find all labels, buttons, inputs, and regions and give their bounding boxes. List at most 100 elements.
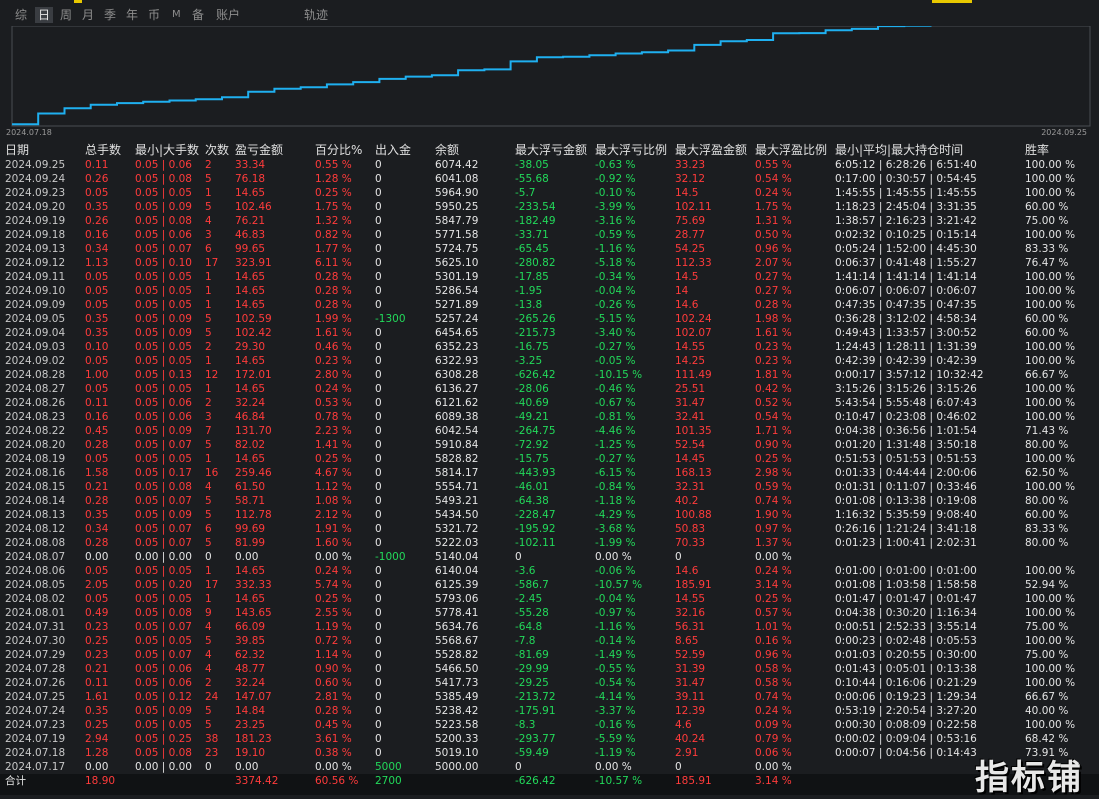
cell-count: 4 <box>205 649 212 661</box>
header-deposit[interactable]: 出入金 <box>375 143 412 157</box>
table-row[interactable]: 2024.09.18 0.16 0.05 | 0.06 3 46.83 0.82 % 0 57… <box>0 228 1099 242</box>
table-row[interactable]: 2024.09.23 0.05 0.05 | 0.05 1 14.65 0.25 % 0 59… <box>0 186 1099 200</box>
cell-max-float-profit: 168.13 <box>675 467 712 479</box>
table-row[interactable]: 2024.08.15 0.21 0.05 | 0.08 4 61.50 1.12 % 0 55… <box>0 480 1099 494</box>
table-row[interactable]: 2024.08.05 2.05 0.05 | 0.20 17 332.33 5.74 % 0… <box>0 578 1099 592</box>
cell-date: 2024.07.17 <box>5 761 66 773</box>
table-row[interactable]: 2024.08.23 0.16 0.05 | 0.06 3 46.84 0.78 % 0 60… <box>0 410 1099 424</box>
cell-percent: 1.99 % <box>315 313 352 325</box>
table-row[interactable]: 2024.08.14 0.28 0.05 | 0.07 5 58.71 1.08 % 0 54… <box>0 494 1099 508</box>
cell-percent: 1.12 % <box>315 481 352 493</box>
cell-total-lots: 2.05 <box>85 579 109 591</box>
table-row[interactable]: 2024.09.20 0.35 0.05 | 0.09 5 102.46 1.75 % 0 5… <box>0 200 1099 214</box>
table-row[interactable]: 2024.09.02 0.05 0.05 | 0.05 1 14.65 0.23 % 0 63… <box>0 354 1099 368</box>
table-row[interactable]: 2024.07.29 0.23 0.05 | 0.07 4 62.32 1.14 % 0 55… <box>0 648 1099 662</box>
cell-count: 5 <box>205 495 212 507</box>
cell-balance: 5321.72 <box>435 523 479 535</box>
table-row[interactable]: 2024.08.12 0.34 0.05 | 0.07 6 99.69 1.91 % 0 53… <box>0 522 1099 536</box>
tab-week[interactable]: 周 <box>60 8 73 22</box>
table-row[interactable]: 2024.09.11 0.05 0.05 | 0.05 1 14.65 0.28 % 0 53… <box>0 270 1099 284</box>
table-row[interactable]: 2024.08.01 0.49 0.05 | 0.08 9 143.65 2.55 % 0 5… <box>0 606 1099 620</box>
header-max-float-profit-pct[interactable]: 最大浮盈比例 <box>755 143 828 157</box>
cell-max-float-loss: -233.54 <box>515 201 556 213</box>
table-row[interactable]: 2024.09.13 0.34 0.05 | 0.07 6 99.65 1.77 % 0 57… <box>0 242 1099 256</box>
tab-trajectory[interactable]: 轨迹 <box>304 8 329 22</box>
cell-balance: 6041.08 <box>435 173 479 185</box>
table-row[interactable]: 2024.08.08 0.28 0.05 | 0.07 5 81.99 1.60 % 0 52… <box>0 536 1099 550</box>
tab-day[interactable]: 日 <box>35 7 54 23</box>
header-max-float-loss[interactable]: 最大浮亏金额 <box>515 143 588 157</box>
table-row[interactable]: 2024.09.04 0.35 0.05 | 0.09 5 102.42 1.61 % 0 6… <box>0 326 1099 340</box>
table-row[interactable]: 2024.09.09 0.05 0.05 | 0.05 1 14.65 0.28 % 0 52… <box>0 298 1099 312</box>
cell-win-rate: 71.43 % <box>1025 425 1069 437</box>
table-row[interactable]: 2024.09.05 0.35 0.05 | 0.09 5 102.59 1.99 % -1… <box>0 312 1099 326</box>
cell-percent: 0.60 % <box>315 677 352 689</box>
header-min-max-lots[interactable]: 最小|大手数 <box>135 143 200 157</box>
tab-quarter[interactable]: 季 <box>104 8 117 22</box>
table-row[interactable]: 2024.07.23 0.25 0.05 | 0.05 5 23.25 0.45 % 0 52… <box>0 718 1099 732</box>
tab-note[interactable]: 备 <box>192 8 205 22</box>
table-row[interactable]: 2024.07.18 1.28 0.05 | 0.08 23 19.10 0.38 % 0 5… <box>0 746 1099 760</box>
table-row[interactable]: 2024.08.13 0.35 0.05 | 0.09 5 112.78 2.12 % 0 5… <box>0 508 1099 522</box>
table-row[interactable]: 2024.07.19 2.94 0.05 | 0.25 38 181.23 3.61 % 0… <box>0 732 1099 746</box>
table-row[interactable]: 2024.08.28 1.00 0.05 | 0.13 12 172.01 2.80 % 0… <box>0 368 1099 382</box>
cell-total-lots: 0.21 <box>85 663 109 675</box>
cell-percent: 1.41 % <box>315 439 352 451</box>
table-row[interactable]: 2024.09.12 1.13 0.05 | 0.10 17 323.91 6.11 % 0… <box>0 256 1099 270</box>
cell-count: 1 <box>205 355 212 367</box>
header-percent[interactable]: 百分比% <box>315 143 363 157</box>
table-row[interactable]: 2024.08.27 0.05 0.05 | 0.05 1 14.65 0.24 % 0 61… <box>0 382 1099 396</box>
cell-date: 2024.08.08 <box>5 537 66 549</box>
cell-deposit: 0 <box>375 285 382 297</box>
cell-max-float-profit-pct: 1.61 % <box>755 327 792 339</box>
table-row[interactable]: 2024.07.24 0.35 0.05 | 0.09 5 14.84 0.28 % 0 52… <box>0 704 1099 718</box>
cell-win-rate: 100.00 % <box>1025 663 1076 675</box>
header-total-lots[interactable]: 总手数 <box>85 143 122 157</box>
table-row[interactable]: 2024.07.31 0.23 0.05 | 0.07 4 66.09 1.19 % 0 56… <box>0 620 1099 634</box>
table-row[interactable]: 2024.08.02 0.05 0.05 | 0.05 1 14.65 0.25 % 0 57… <box>0 592 1099 606</box>
tab-account[interactable]: 账户 <box>216 8 241 22</box>
header-date[interactable]: 日期 <box>5 143 30 157</box>
cell-win-rate: 60.00 % <box>1025 201 1069 213</box>
header-win-rate[interactable]: 胜率 <box>1025 143 1050 157</box>
cell-hold-time: 0:26:16 | 1:21:24 | 3:41:18 <box>835 523 977 535</box>
table-row[interactable]: 2024.09.24 0.26 0.05 | 0.08 5 76.18 1.28 % 0 60… <box>0 172 1099 186</box>
table-row[interactable]: 2024.08.19 0.05 0.05 | 0.05 1 14.65 0.25 % 0 58… <box>0 452 1099 466</box>
tab-m[interactable]: M <box>172 9 181 20</box>
cell-win-rate: 75.00 % <box>1025 621 1069 633</box>
table-row[interactable]: 2024.08.22 0.45 0.05 | 0.09 7 131.70 2.23 % 0 6… <box>0 424 1099 438</box>
table-row[interactable]: 2024.09.03 0.10 0.05 | 0.05 2 29.30 0.46 % 0 63… <box>0 340 1099 354</box>
cell-date: 2024.07.18 <box>5 747 66 759</box>
table-row[interactable]: 2024.09.10 0.05 0.05 | 0.05 1 14.65 0.28 % 0 52… <box>0 284 1099 298</box>
header-hold-time[interactable]: 最小|平均|最大持仓时间 <box>835 143 964 157</box>
tab-currency[interactable]: 币 <box>148 8 161 22</box>
table-row[interactable]: 2024.08.06 0.05 0.05 | 0.05 1 14.65 0.24 % 0 61… <box>0 564 1099 578</box>
table-row[interactable]: 2024.07.25 1.61 0.05 | 0.12 24 147.07 2.81 % 0… <box>0 690 1099 704</box>
cell-count: 1 <box>205 271 212 283</box>
table-row[interactable]: 2024.07.28 0.21 0.05 | 0.06 4 48.77 0.90 % 0 54… <box>0 662 1099 676</box>
header-count[interactable]: 次数 <box>205 143 230 157</box>
cell-date: 2024.08.14 <box>5 495 66 507</box>
header-max-float-loss-pct[interactable]: 最大浮亏比例 <box>595 143 668 157</box>
header-max-float-profit[interactable]: 最大浮盈金额 <box>675 143 748 157</box>
tab-year[interactable]: 年 <box>126 8 139 22</box>
cell-count: 4 <box>205 215 212 227</box>
table-row[interactable]: 2024.07.17 0.00 0.00 | 0.00 0 0.00 0.00 % 5000… <box>0 760 1099 774</box>
table-row[interactable]: 2024.08.26 0.11 0.05 | 0.06 2 32.24 0.53 % 0 61… <box>0 396 1099 410</box>
table-row[interactable]: 2024.08.07 0.00 0.00 | 0.00 0 0.00 0.00 % -100… <box>0 550 1099 564</box>
cell-min-max-lots: 0.05 | 0.07 <box>135 439 192 451</box>
cell-max-float-profit: 31.47 <box>675 677 706 689</box>
cell-pnl: 76.21 <box>235 215 266 227</box>
header-pnl[interactable]: 盈亏金额 <box>235 143 284 157</box>
tab-summary[interactable]: 综 <box>15 8 28 22</box>
table-row[interactable]: 2024.08.16 1.58 0.05 | 0.17 16 259.46 4.67 % 0… <box>0 466 1099 480</box>
table-row[interactable]: 2024.09.19 0.26 0.05 | 0.08 4 76.21 1.32 % 0 58… <box>0 214 1099 228</box>
header-balance[interactable]: 余额 <box>435 143 460 157</box>
tab-month[interactable]: 月 <box>82 8 95 22</box>
table-row[interactable]: 2024.09.25 0.11 0.05 | 0.06 2 33.34 0.55 % 0 60… <box>0 158 1099 172</box>
cell-hold-time: 0:47:35 | 0:47:35 | 0:47:35 <box>835 299 977 311</box>
table-row[interactable]: 2024.07.26 0.11 0.05 | 0.06 2 32.24 0.60 % 0 54… <box>0 676 1099 690</box>
table-row[interactable]: 2024.07.30 0.25 0.05 | 0.05 5 39.85 0.72 % 0 55… <box>0 634 1099 648</box>
table-row[interactable]: 2024.08.20 0.28 0.05 | 0.07 5 82.02 1.41 % 0 59… <box>0 438 1099 452</box>
cell-percent: 0.24 % <box>315 565 352 577</box>
